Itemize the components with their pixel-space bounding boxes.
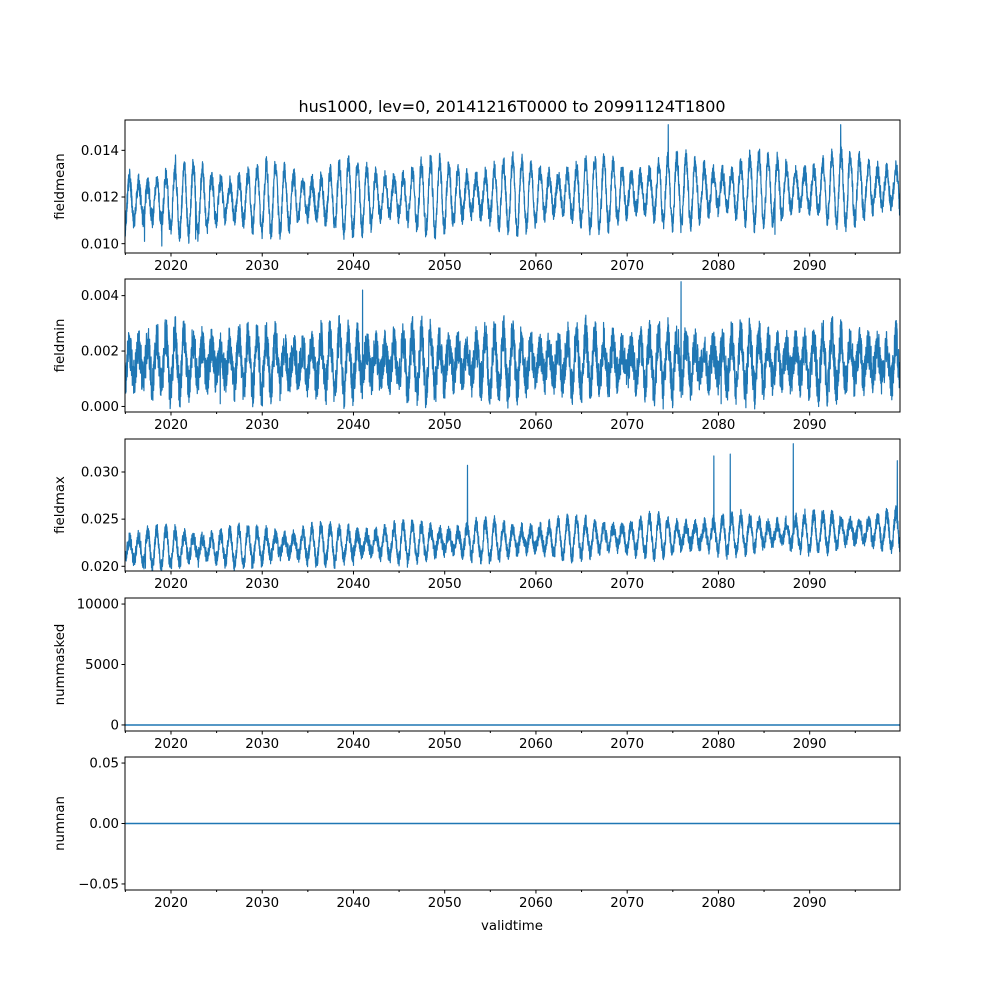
- x-tick-label: 2020: [154, 737, 188, 752]
- x-tick-label: 2060: [519, 896, 553, 911]
- x-tick-label: 2030: [245, 418, 279, 433]
- x-tick-label: 2040: [337, 577, 371, 592]
- y-tick-label: 10000: [77, 598, 119, 613]
- x-tick-label: 2040: [337, 737, 371, 752]
- x-tick-label: 2060: [519, 259, 553, 274]
- x-tick-label: 2060: [519, 418, 553, 433]
- y-axis-label: nummasked: [53, 624, 68, 706]
- y-tick-label: 0.025: [81, 513, 119, 528]
- x-tick-label: 2090: [793, 737, 827, 752]
- x-tick-label: 2050: [428, 737, 462, 752]
- x-tick-label: 2060: [519, 737, 553, 752]
- y-tick-label: 0.002: [81, 345, 119, 360]
- x-tick-label: 2070: [610, 259, 644, 274]
- y-axis-label: fieldmax: [53, 476, 68, 534]
- x-tick-label: 2030: [245, 737, 279, 752]
- x-tick-label: 2020: [154, 896, 188, 911]
- panel-fieldmax: 0.020 0.025 0.030 fieldmax 2020 2030 2040 2050 2…: [53, 438, 901, 592]
- axes-frame: [124, 438, 901, 572]
- y-tick-label: 0.004: [81, 289, 119, 304]
- x-tick-label: 2060: [519, 577, 553, 592]
- x-tick-label: 2090: [793, 577, 827, 592]
- y-tick-label: 0.020: [81, 560, 119, 575]
- x-tick-label: 2030: [245, 896, 279, 911]
- x-tick-label: 2090: [793, 418, 827, 433]
- y-tick-label: 0: [111, 719, 119, 734]
- x-tick-label: 2080: [702, 259, 736, 274]
- x-tick-label: 2070: [610, 737, 644, 752]
- y-tick-label: 5000: [85, 658, 119, 673]
- axes-frame: [124, 278, 901, 413]
- x-tick-label: 2040: [337, 259, 371, 274]
- y-tick-label: 0.05: [89, 757, 119, 772]
- panel-fieldmean: 0.010 0.012 0.014 fieldmean 2020 2030 2040 2050…: [53, 119, 901, 274]
- y-tick-label: 0.010: [81, 237, 119, 252]
- series-line-fieldmax: [125, 443, 900, 571]
- x-tick-label: 2080: [702, 896, 736, 911]
- x-tick-label: 2070: [610, 577, 644, 592]
- x-tick-label: 2020: [154, 259, 188, 274]
- x-tick-label: 2080: [702, 418, 736, 433]
- x-tick-label: 2090: [793, 259, 827, 274]
- x-tick-label: 2050: [428, 577, 462, 592]
- panel-fieldmin: 0.000 0.002 0.004 fieldmin 2020 2030 2040 2050 2…: [53, 278, 901, 433]
- x-tick-label: 2080: [702, 577, 736, 592]
- y-axis-label: numnan: [53, 796, 68, 851]
- panel-numnan: −0.05 0.00 0.05 numnan 2020 2030 2040 2050 2060 2…: [53, 756, 901, 911]
- series-line-fieldmean: [125, 124, 900, 247]
- y-tick-label: 0.030: [81, 466, 119, 481]
- y-tick-label: 0.000: [81, 400, 119, 415]
- x-tick-label: 2030: [245, 259, 279, 274]
- y-tick-label: −0.05: [78, 878, 119, 893]
- panels: 0.010 0.012 0.014 fieldmean 2020 2030 2040 2050…: [53, 119, 901, 911]
- x-tick-label: 2030: [245, 577, 279, 592]
- y-axis-label: fieldmean: [53, 153, 68, 219]
- x-axis-label: validtime: [481, 919, 543, 934]
- x-tick-label: 2070: [610, 418, 644, 433]
- x-tick-label: 2090: [793, 896, 827, 911]
- series-line-fieldmin: [125, 281, 900, 410]
- x-tick-label: 2020: [154, 418, 188, 433]
- chart-title: hus1000, lev=0, 20141216T0000 to 2099112…: [298, 97, 725, 116]
- x-tick-label: 2020: [154, 577, 188, 592]
- panel-nummasked: 0 5000 10000 nummasked 2020 2030 2040 2050 2060 2…: [53, 597, 901, 752]
- x-tick-label: 2040: [337, 896, 371, 911]
- axes-frame: [124, 119, 901, 254]
- x-tick-label: 2050: [428, 418, 462, 433]
- y-tick-label: 0.012: [81, 191, 119, 206]
- x-tick-label: 2080: [702, 737, 736, 752]
- y-tick-label: 0.014: [81, 144, 119, 159]
- x-tick-label: 2070: [610, 896, 644, 911]
- x-tick-label: 2050: [428, 896, 462, 911]
- y-axis-label: fieldmin: [53, 319, 68, 373]
- x-tick-label: 2050: [428, 259, 462, 274]
- x-tick-label: 2040: [337, 418, 371, 433]
- y-tick-label: 0.00: [89, 817, 119, 832]
